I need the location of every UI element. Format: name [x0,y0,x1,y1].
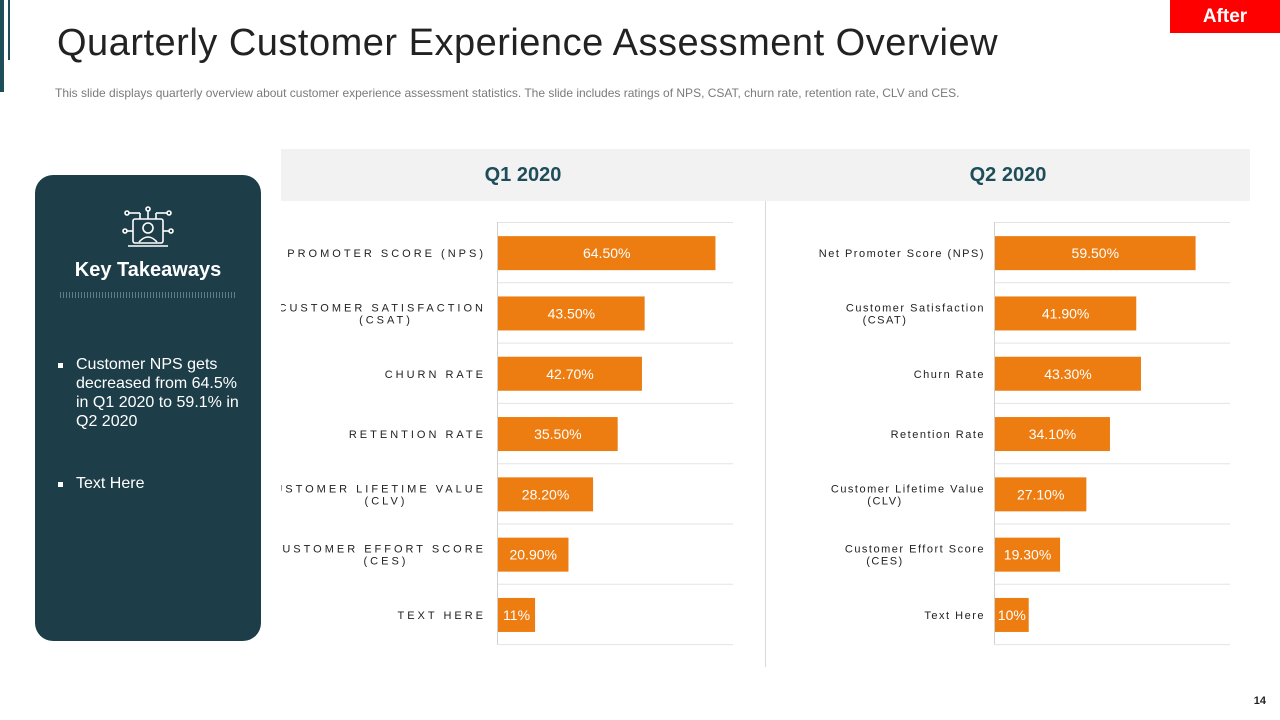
bar [498,417,618,452]
accent-bar [0,0,4,92]
category-label: CUSTOMER SATISFACTION [281,302,486,314]
category-label: Customer Satisfaction [846,302,985,314]
data-label: 20.90% [509,547,556,563]
bar [995,597,1029,632]
person-network-icon [122,206,174,247]
category-label: (CES) [364,556,409,568]
takeaway-bullet: Customer NPS gets decreased from 64.5% i… [55,355,247,431]
bar [498,296,645,331]
q1-header: Q1 2020 [484,164,562,186]
category-label: TEXT HERE [397,610,486,622]
bar [498,477,594,512]
data-label: 43.50% [548,305,595,321]
bar [498,597,536,632]
key-takeaways-panel: Key Takeaways Customer NPS gets decrease… [35,175,261,641]
category-label: Text Here [924,610,985,622]
q1-bar-chart: 64.50% NET PROMOTER SCORE (NPS) 43.50% CUST… [281,222,765,647]
page-number: 14 [1253,695,1266,707]
data-label: 43.30% [1044,366,1091,382]
category-label: NET PROMOTER SCORE (NPS) [281,248,486,260]
bar [995,356,1141,391]
data-label: 10% [998,607,1026,623]
category-label: Customer Effort Score [845,544,985,556]
category-label: (CES) [866,556,903,568]
category-label: (CSAT) [359,314,413,326]
data-label: 11% [503,607,530,623]
category-label: (CSAT) [863,314,908,326]
bar [995,537,1061,572]
data-label: 41.90% [1042,305,1089,321]
dotted-separator [60,292,236,298]
category-label: CHURN RATE [385,369,486,381]
slide-title: Quarterly Customer Experience Assessment… [57,22,999,64]
data-label: 27.10% [1017,486,1064,502]
after-tag: After [1170,0,1280,33]
data-label: 42.70% [546,366,593,382]
category-label: RETENTION RATE [349,429,486,441]
bar [995,236,1196,271]
bar [498,537,569,572]
data-label: 64.50% [583,245,630,261]
bar-chart-svg: 59.50% Net Promoter Score (NPS) 41.90% Cust… [819,222,1230,646]
category-label: Churn Rate [914,369,985,381]
bar [995,296,1137,331]
takeaway-bullet: Text Here [55,474,247,493]
takeaways-list: Customer NPS gets decreased from 64.5% i… [55,355,247,536]
quarter-header-band [281,149,1250,201]
data-label: 59.50% [1072,245,1119,261]
data-label: 28.20% [522,486,569,502]
data-label: 35.50% [534,426,581,442]
takeaways-heading: Key Takeaways [74,259,222,281]
bar [995,417,1110,452]
q2-bar-chart: 59.50% Net Promoter Score (NPS) 41.90% Cust… [766,222,1250,647]
data-label: 19.30% [1004,547,1051,563]
slide-subtitle: This slide displays quarterly overview a… [55,86,960,100]
bar [498,236,716,271]
bar-chart-svg: 64.50% NET PROMOTER SCORE (NPS) 43.50% CUST… [281,222,733,646]
category-label: CUSTOMER EFFORT SCORE [281,544,486,556]
category-label: (CLV) [365,495,408,507]
q2-header: Q2 2020 [969,164,1047,186]
category-label: Retention Rate [891,429,985,441]
data-label: 34.10% [1029,426,1076,442]
chart-divider [765,201,766,667]
accent-bar-thin [8,0,10,60]
category-label: Net Promoter Score (NPS) [819,248,985,260]
bar [995,477,1087,512]
category-label: CUSTOMER LIFETIME VALUE [281,483,486,495]
bar [498,356,642,391]
category-label: (CLV) [867,495,902,507]
category-label: Customer Lifetime Value [831,483,985,495]
